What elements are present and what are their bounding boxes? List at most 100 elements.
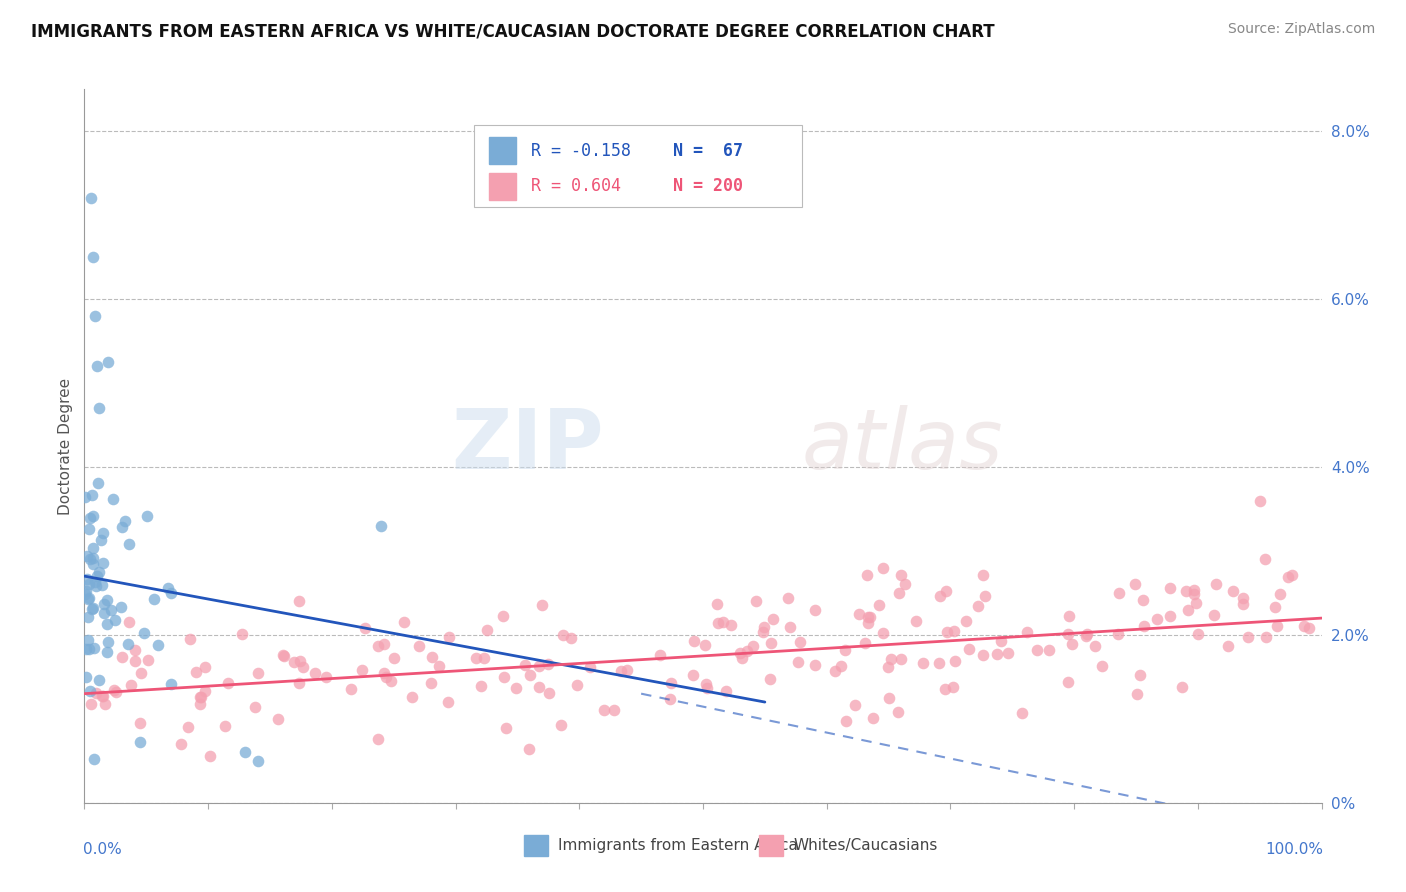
Point [1126, 687, 1149, 701]
Point [1038, 642, 1060, 657]
Point [824, 665, 846, 679]
Point [82, 557, 104, 571]
Point [1232, 591, 1254, 605]
Point [877, 660, 900, 674]
Point [287, 676, 309, 690]
Point [408, 640, 430, 654]
Point [804, 657, 827, 672]
Point [89, 401, 111, 416]
Text: atlas: atlas [801, 406, 1004, 486]
Text: Immigrants from Eastern Africa: Immigrants from Eastern Africa [558, 838, 799, 853]
Point [693, 638, 716, 652]
Point [214, 719, 236, 733]
Point [942, 624, 965, 639]
Point [853, 636, 876, 650]
Point [735, 644, 758, 658]
Point [942, 680, 965, 694]
Point [904, 614, 927, 628]
Point [804, 603, 827, 617]
Point [1253, 552, 1275, 566]
Point [96, 645, 118, 659]
Point [75, 587, 97, 601]
Point [1146, 612, 1168, 626]
Point [77, 632, 100, 647]
Point [96, 617, 118, 632]
Point [79, 191, 101, 205]
Point [1292, 619, 1315, 633]
Bar [759, 835, 783, 856]
Text: IMMIGRANTS FROM EASTERN AFRICA VS WHITE/CAUCASIAN DOCTORATE DEGREE CORRELATION C: IMMIGRANTS FROM EASTERN AFRICA VS WHITE/… [31, 22, 994, 40]
Point [787, 655, 810, 669]
Point [91, 556, 114, 570]
Point [742, 639, 765, 653]
Point [427, 659, 450, 673]
Point [1107, 627, 1129, 641]
Point [142, 592, 165, 607]
Point [79, 684, 101, 698]
Y-axis label: Doctorate Degree: Doctorate Degree [58, 377, 73, 515]
Point [505, 681, 527, 695]
Point [79, 641, 101, 656]
Point [76, 549, 98, 564]
Point [217, 676, 239, 690]
Point [1204, 607, 1226, 622]
Point [706, 597, 728, 611]
Point [89, 673, 111, 687]
Point [834, 642, 856, 657]
Point [243, 700, 266, 714]
Point [75, 641, 97, 656]
Point [437, 630, 460, 644]
Point [86, 569, 108, 583]
Point [159, 585, 181, 599]
Point [146, 638, 169, 652]
Point [246, 754, 269, 768]
Point [990, 633, 1012, 648]
Point [83, 752, 105, 766]
Point [935, 624, 957, 639]
Text: 100.0%: 100.0% [1265, 842, 1323, 857]
Point [776, 591, 799, 605]
Point [929, 589, 952, 603]
Point [943, 654, 966, 668]
Point [91, 577, 114, 591]
Point [1026, 643, 1049, 657]
Point [714, 684, 737, 698]
Point [231, 627, 253, 641]
Point [179, 632, 201, 646]
Point [1060, 637, 1083, 651]
Point [96, 634, 118, 648]
Point [367, 732, 389, 747]
Point [872, 625, 894, 640]
Point [1159, 608, 1181, 623]
Point [513, 657, 536, 672]
Point [283, 655, 305, 669]
Point [82, 541, 104, 556]
Point [495, 721, 517, 735]
Point [111, 520, 134, 534]
Point [79, 591, 101, 606]
Point [890, 651, 912, 665]
Point [855, 568, 877, 582]
Point [567, 677, 589, 691]
Point [659, 675, 682, 690]
Point [858, 615, 880, 630]
Text: R = -0.158: R = -0.158 [531, 142, 631, 160]
Point [1056, 675, 1078, 690]
Point [87, 476, 110, 491]
Point [1084, 639, 1107, 653]
Point [76, 591, 98, 606]
Point [77, 522, 100, 536]
Point [889, 585, 911, 599]
Point [752, 620, 775, 634]
Point [82, 508, 104, 523]
Point [104, 685, 127, 699]
Point [177, 721, 200, 735]
Point [934, 682, 956, 697]
Point [682, 634, 704, 648]
Point [87, 565, 110, 579]
Point [82, 602, 104, 616]
Point [967, 599, 990, 613]
Text: N =  67: N = 67 [673, 142, 744, 160]
Point [117, 637, 139, 651]
Point [491, 609, 513, 624]
